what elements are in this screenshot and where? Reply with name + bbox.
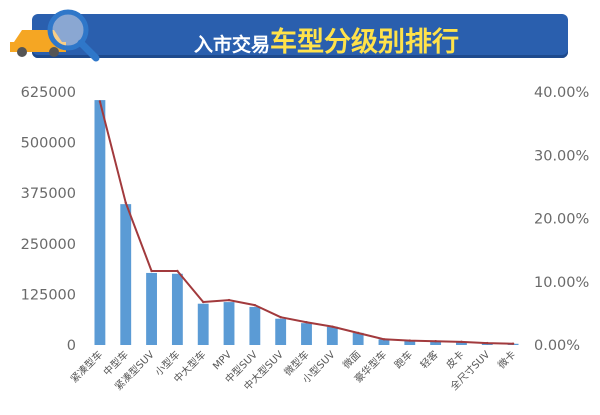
left-tick-label: 125000 xyxy=(21,287,76,303)
bar xyxy=(430,340,442,345)
bar-series xyxy=(94,100,519,345)
line-point xyxy=(98,100,102,103)
line-point xyxy=(511,342,515,345)
line-point xyxy=(227,298,231,302)
line-point xyxy=(124,201,127,204)
line-point xyxy=(486,341,489,345)
left-tick-label: 375000 xyxy=(21,186,76,202)
bar xyxy=(249,306,261,345)
bar xyxy=(171,273,183,345)
bar xyxy=(197,303,209,345)
share-line xyxy=(98,101,514,345)
header-banner: 入市交易 车型分级别排行 xyxy=(0,0,600,68)
line-point xyxy=(176,269,179,273)
line-point xyxy=(434,340,437,343)
line-point xyxy=(150,269,153,273)
left-tick-label: 250000 xyxy=(21,237,76,253)
line-point xyxy=(253,303,257,307)
right-axis: 0.00% 10.00% 20.00% 30.00% 40.00% xyxy=(534,85,589,354)
x-tick-label: 微卡 xyxy=(495,348,518,371)
bar xyxy=(223,302,235,345)
bar xyxy=(352,332,364,345)
x-tick-label: 皮卡 xyxy=(443,348,466,371)
bar xyxy=(146,272,157,345)
line-point xyxy=(279,315,282,319)
bar xyxy=(378,339,390,345)
x-tick-label: MPV xyxy=(211,349,234,372)
left-tick-label: 0 xyxy=(67,338,76,354)
bar-line-chart: 0 125000 250000 375000 500000 625000 0.00% 10.… xyxy=(21,85,590,393)
left-tick-label: 500000 xyxy=(21,136,76,152)
line-point xyxy=(356,331,360,335)
right-tick-label: 30.00% xyxy=(534,148,589,164)
right-tick-label: 20.00% xyxy=(534,212,589,228)
right-tick-label: 0.00% xyxy=(534,338,580,354)
bar xyxy=(94,100,106,345)
x-tick-label: 跑车 xyxy=(392,348,415,371)
line-point xyxy=(408,339,411,342)
bar xyxy=(404,340,416,345)
left-tick-label: 625000 xyxy=(21,85,76,101)
car-magnifier-icon xyxy=(10,9,100,62)
x-tick-label: 轻客 xyxy=(417,348,440,371)
right-tick-label: 10.00% xyxy=(534,275,589,291)
line-point xyxy=(305,321,308,324)
chart-title-part2: 车型分级别排行 xyxy=(270,27,460,58)
x-tick-label: 微面 xyxy=(340,348,363,371)
share-line-series xyxy=(98,100,515,345)
bar xyxy=(456,341,467,345)
chart-title: 入市交易 车型分级别排行 xyxy=(194,20,459,58)
line-point xyxy=(382,338,386,341)
line-point xyxy=(460,340,463,344)
bar xyxy=(301,323,312,345)
bar xyxy=(275,318,287,345)
left-axis: 0 125000 250000 375000 500000 625000 xyxy=(21,85,76,354)
chart-title-part1: 入市交易 xyxy=(194,34,271,56)
right-tick-label: 40.00% xyxy=(534,85,589,101)
line-point xyxy=(331,325,334,328)
title-bar xyxy=(32,14,568,58)
bar xyxy=(326,326,338,345)
line-point xyxy=(202,300,205,304)
bar xyxy=(120,204,132,345)
